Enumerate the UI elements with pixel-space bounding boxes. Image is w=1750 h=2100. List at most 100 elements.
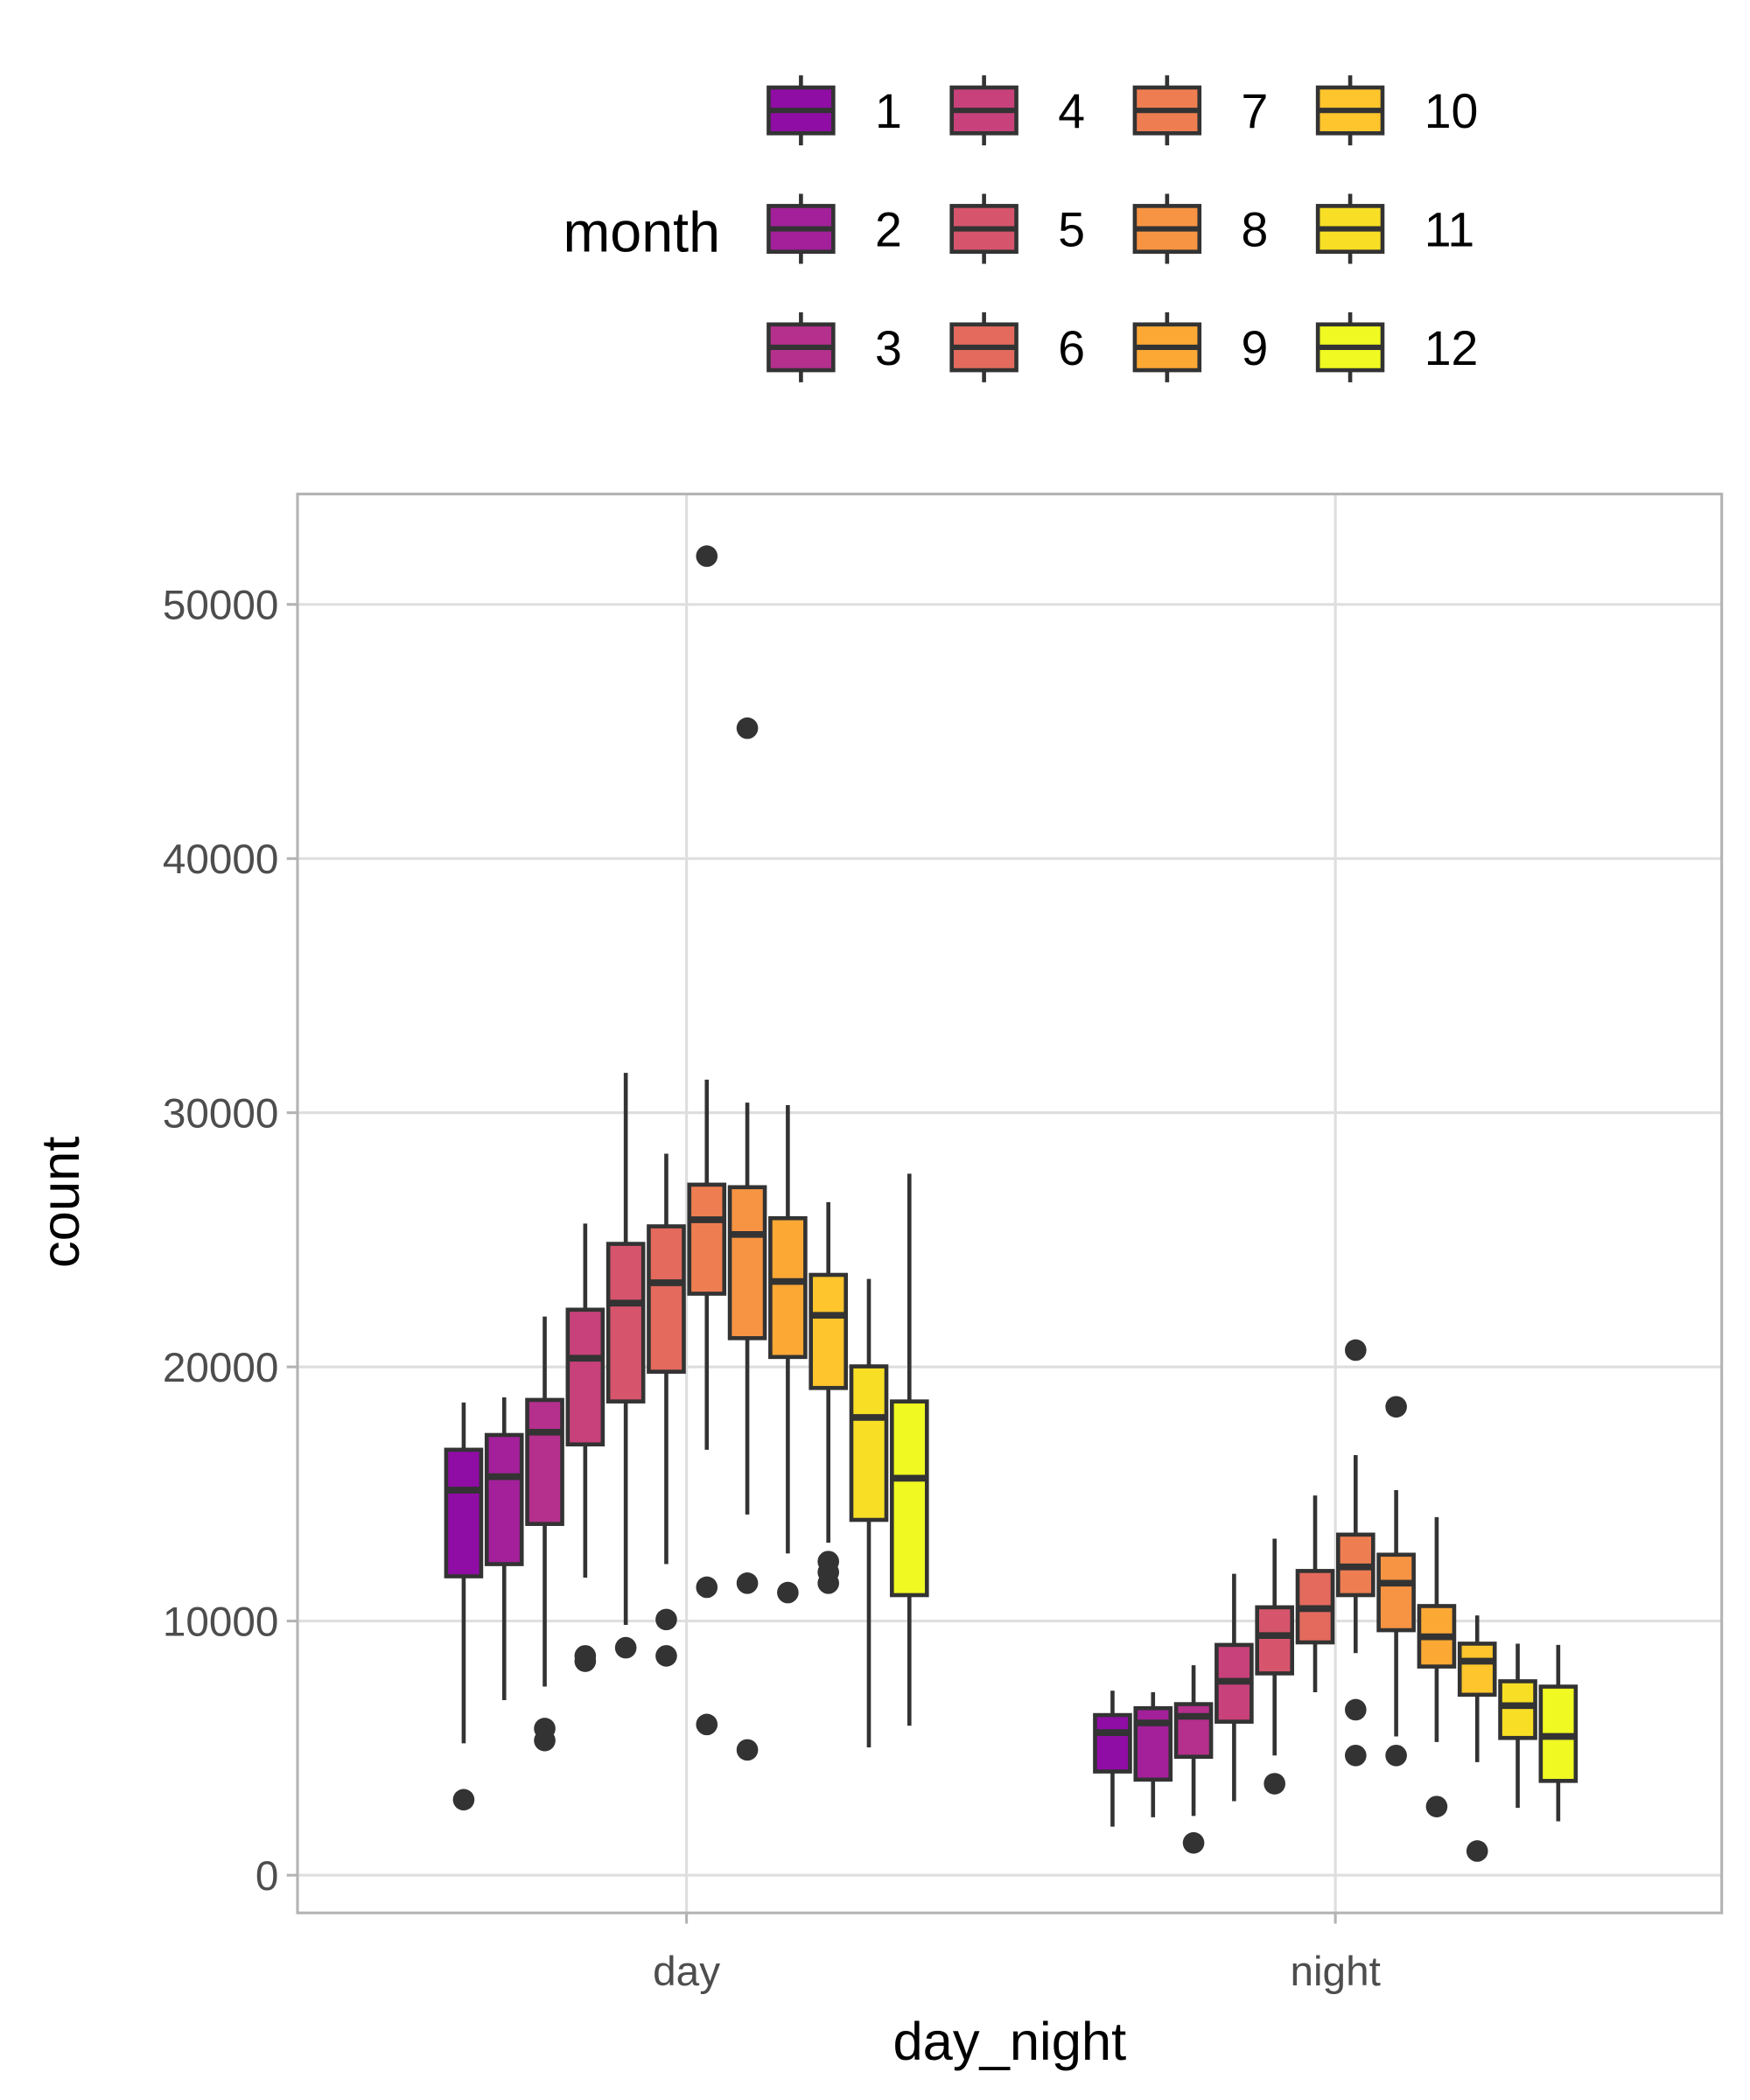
legend-item-10: 10 bbox=[1315, 75, 1478, 146]
legend-label: 5 bbox=[1058, 203, 1085, 257]
outlier-point bbox=[736, 1572, 759, 1594]
box bbox=[687, 1182, 727, 1296]
legend-title: month bbox=[563, 201, 720, 264]
outlier-point bbox=[655, 1608, 677, 1631]
outlier-point bbox=[1345, 1339, 1367, 1362]
legend-item-11: 11 bbox=[1315, 193, 1474, 264]
box bbox=[444, 1447, 484, 1578]
outlier-point bbox=[696, 545, 718, 567]
outlier-point bbox=[1264, 1773, 1285, 1795]
box-night-month-3 bbox=[1173, 1665, 1214, 1854]
box-night-month-7 bbox=[1335, 1339, 1376, 1767]
box-day-month-5 bbox=[606, 1073, 646, 1659]
outlier-point bbox=[1466, 1840, 1488, 1862]
legend-item-1: 1 bbox=[766, 75, 902, 146]
legend-item-8: 8 bbox=[1132, 193, 1268, 264]
outlier-point bbox=[1345, 1744, 1367, 1767]
box-day-month-7 bbox=[687, 545, 727, 1736]
y-tick-label: 0 bbox=[256, 1853, 279, 1900]
legend-label: 2 bbox=[875, 203, 902, 257]
legend-item-9: 9 bbox=[1132, 312, 1268, 382]
outlier-point bbox=[655, 1645, 677, 1667]
box bbox=[727, 1185, 767, 1340]
outlier-point bbox=[736, 1739, 759, 1761]
legend-item-4: 4 bbox=[949, 75, 1085, 146]
outlier-point bbox=[1385, 1744, 1407, 1767]
outlier-point bbox=[614, 1636, 637, 1659]
axes: 0 10000 20000 30000 40000 50000 day night bbox=[163, 583, 1381, 1996]
outlier-point bbox=[452, 1788, 475, 1811]
outlier-point bbox=[817, 1572, 839, 1594]
legend-label: 12 bbox=[1424, 321, 1479, 375]
box bbox=[1255, 1605, 1294, 1676]
outlier-point bbox=[1182, 1831, 1205, 1854]
box-night-month-4 bbox=[1214, 1573, 1254, 1802]
legend-label: 7 bbox=[1241, 84, 1268, 138]
y-tick-label: 20000 bbox=[163, 1345, 279, 1391]
box-day-month-4 bbox=[565, 1223, 606, 1672]
box-day-month-9 bbox=[768, 1104, 808, 1604]
legend-label: 8 bbox=[1241, 203, 1268, 257]
legend-item-5: 5 bbox=[949, 193, 1085, 264]
box bbox=[647, 1224, 686, 1374]
outlier-point bbox=[736, 717, 759, 739]
box-night-month-8 bbox=[1376, 1396, 1416, 1767]
box-day-month-11 bbox=[849, 1278, 889, 1747]
box-night-month-11 bbox=[1498, 1643, 1537, 1809]
box-night-month-2 bbox=[1133, 1691, 1173, 1817]
legend-item-7: 7 bbox=[1132, 75, 1268, 146]
box-night-month-10 bbox=[1457, 1615, 1497, 1862]
legend-label: 3 bbox=[875, 321, 902, 375]
box bbox=[808, 1272, 848, 1390]
y-tick-label: 50000 bbox=[163, 583, 279, 629]
box-night-month-12 bbox=[1538, 1644, 1578, 1822]
box-day-month-6 bbox=[647, 1153, 686, 1667]
box bbox=[484, 1432, 524, 1566]
outlier-point bbox=[1385, 1396, 1407, 1418]
y-tick-label: 40000 bbox=[163, 836, 279, 883]
legend-label: 11 bbox=[1424, 203, 1474, 257]
y-tick-label: 30000 bbox=[163, 1091, 279, 1138]
legend-label: 9 bbox=[1241, 321, 1268, 375]
x-axis-title: day_night bbox=[892, 2012, 1126, 2072]
outlier-point bbox=[696, 1713, 718, 1736]
grid bbox=[298, 494, 1722, 1914]
box-night-month-5 bbox=[1255, 1538, 1294, 1795]
box-day-month-12 bbox=[889, 1173, 929, 1726]
outlier-point bbox=[1345, 1698, 1367, 1721]
panel-border bbox=[296, 493, 1724, 1914]
legend-label: 1 bbox=[875, 84, 902, 138]
outlier-point bbox=[1425, 1796, 1448, 1817]
legend-item-12: 12 bbox=[1315, 312, 1479, 382]
y-tick-label: 10000 bbox=[163, 1600, 279, 1646]
x-tick-label: day bbox=[653, 1949, 720, 1995]
outlier-point bbox=[574, 1650, 597, 1672]
box-night-month-1 bbox=[1093, 1690, 1132, 1827]
box bbox=[1457, 1642, 1497, 1698]
box bbox=[1133, 1705, 1173, 1782]
box bbox=[889, 1399, 929, 1598]
box bbox=[768, 1215, 808, 1360]
box-day-month-3 bbox=[525, 1316, 564, 1752]
box bbox=[1376, 1552, 1416, 1633]
box-day-month-1 bbox=[444, 1402, 484, 1811]
outlier-point bbox=[696, 1576, 718, 1599]
box-day-month-2 bbox=[484, 1397, 524, 1700]
box bbox=[1093, 1712, 1132, 1774]
boxes bbox=[444, 545, 1578, 1862]
box-day-month-8 bbox=[727, 717, 767, 1761]
box bbox=[1173, 1702, 1214, 1760]
box bbox=[1498, 1679, 1537, 1740]
y-axis-title: count bbox=[31, 1137, 91, 1268]
legend-label: 6 bbox=[1058, 321, 1085, 375]
box-day-month-10 bbox=[808, 1201, 848, 1594]
legend-item-3: 3 bbox=[766, 312, 902, 382]
outlier-point bbox=[534, 1729, 556, 1752]
box-night-month-9 bbox=[1417, 1516, 1457, 1817]
legend-item-2: 2 bbox=[766, 193, 902, 264]
box bbox=[606, 1242, 646, 1404]
legend-item-6: 6 bbox=[949, 312, 1085, 382]
outlier-point bbox=[777, 1581, 799, 1604]
